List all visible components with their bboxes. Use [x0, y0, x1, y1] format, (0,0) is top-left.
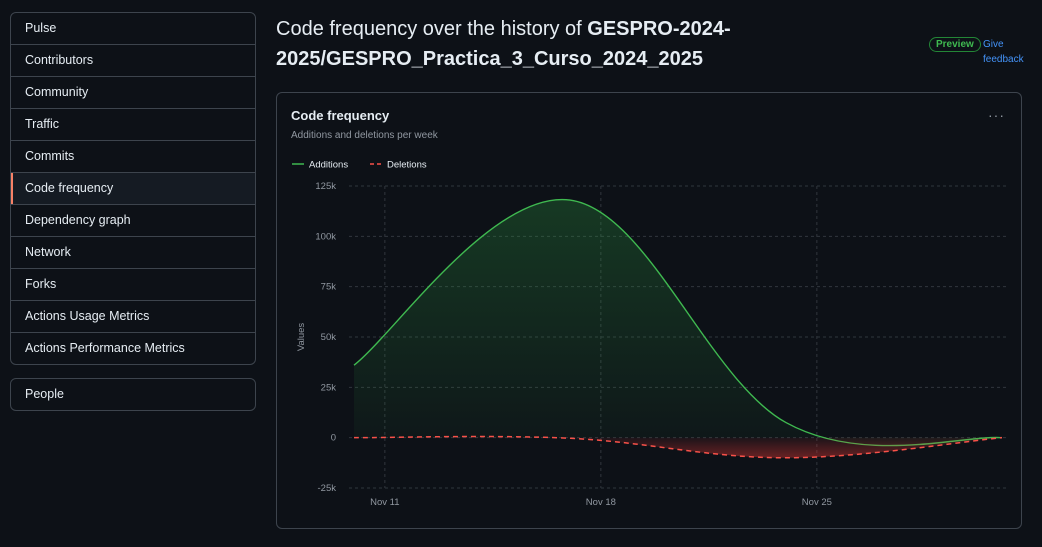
code-frequency-chart: 125k 100k 75k 50k 25k 0 -25k Nov 11 Nov 18 Nov 25…	[292, 160, 1007, 508]
code-frequency-card: Code frequency Additions and deletions p…	[276, 92, 1022, 529]
kebab-horizontal-icon[interactable]: ···	[988, 107, 1005, 123]
y-tick-label: -25k	[318, 483, 337, 494]
sidebar-item-traffic[interactable]: Traffic	[11, 108, 255, 140]
repo-name-line2[interactable]: 2025/GESPRO_Practica_3_Curso_2024_2025	[276, 48, 703, 70]
page-title: Code frequency over the history of GESPR…	[276, 14, 916, 74]
feedback-line1[interactable]: Give	[983, 39, 1004, 50]
series-area-deletions	[354, 436, 1002, 458]
series-line-deletions	[353, 435, 1003, 459]
sidebar-item-commits[interactable]: Commits	[11, 140, 255, 172]
sidebar-item-people[interactable]: People	[25, 387, 64, 401]
preview-badge: Preview	[929, 37, 981, 52]
sidebar-item-actions-performance-metrics[interactable]: Actions Performance Metrics	[11, 332, 255, 364]
give-feedback-link[interactable]: Give feedback	[983, 37, 1033, 67]
chart-subtitle: Additions and deletions per week	[291, 130, 438, 141]
page-title-prefix: Code frequency over the history of	[276, 18, 588, 40]
repo-name-line1[interactable]: GESPRO-2024-	[587, 18, 731, 40]
y-tick-label: 125k	[315, 181, 336, 192]
chart-title: Code frequency	[291, 108, 390, 123]
legend-label-deletions: Deletions	[387, 160, 427, 171]
x-tick-label: Nov 18	[586, 497, 616, 508]
y-tick-label: 25k	[321, 382, 337, 393]
insights-menu: Pulse Contributors Community Traffic Commits…	[10, 12, 256, 365]
sidebar-item-community[interactable]: Community	[11, 76, 255, 108]
x-tick-label: Nov 25	[802, 497, 832, 508]
sidebar-item-forks[interactable]: Forks	[11, 268, 255, 300]
sidebar-item-code-frequency[interactable]: Code frequency	[11, 172, 255, 204]
sidebar-item-pulse[interactable]: Pulse	[25, 21, 57, 35]
sidebar: Pulse Contributors Community Traffic Commits…	[10, 12, 256, 411]
x-tick-label: Nov 11	[370, 497, 399, 508]
y-tick-label: 50k	[321, 332, 337, 343]
sidebar-item-actions-usage-metrics[interactable]: Actions Usage Metrics	[11, 300, 255, 332]
series-area-additions	[354, 199, 1002, 446]
y-tick-label: 0	[331, 433, 336, 444]
y-tick-label: 100k	[315, 231, 336, 242]
sidebar-item-network[interactable]: Network	[11, 236, 255, 268]
feedback-line2[interactable]: feedback	[983, 54, 1024, 65]
y-axis-label: Values	[296, 323, 307, 352]
sidebar-item-contributors[interactable]: Contributors	[11, 44, 255, 76]
sidebar-item-dependency-graph[interactable]: Dependency graph	[11, 204, 255, 236]
people-menu: People	[10, 378, 256, 411]
legend-label-additions: Additions	[309, 160, 348, 171]
y-tick-label: 75k	[321, 282, 337, 293]
